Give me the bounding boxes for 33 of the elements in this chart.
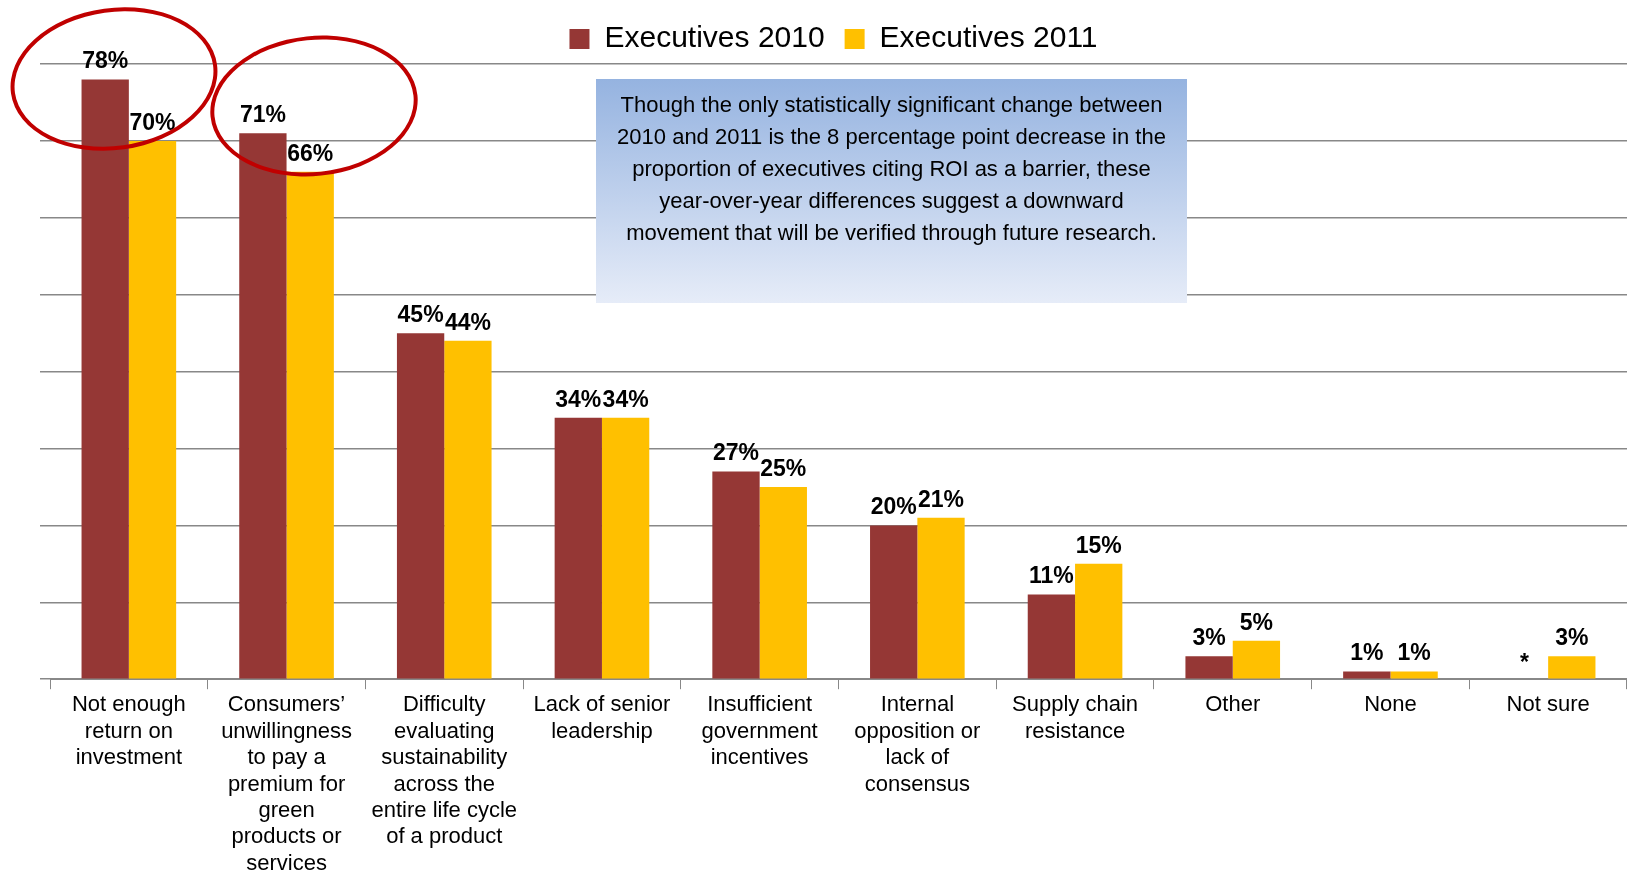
data-label: 3%: [1555, 623, 1589, 650]
data-label: 25%: [760, 454, 807, 481]
x-tick-label: Supply chain resistance: [1012, 691, 1139, 743]
data-label: 34%: [555, 385, 602, 412]
x-tick-label: Not sure: [1506, 691, 1590, 717]
legend-label: Executives 2011: [879, 20, 1098, 54]
data-label: 34%: [602, 385, 649, 412]
data-label: 15%: [1075, 531, 1122, 558]
data-label: 21%: [917, 485, 965, 512]
callout-box: Though the only statistically significant change between 2010 and 2011 is the 8 percentage point decrease in the proportion of executives citing ROI as a barrier, these year-over-year differences suggest a downward movement that will be verified through future research.: [596, 79, 1187, 303]
data-label: 66%: [287, 139, 334, 166]
data-label: 20%: [870, 493, 917, 520]
x-tick-label: None: [1364, 691, 1417, 717]
data-label: 45%: [397, 300, 444, 327]
data-label: 71%: [239, 101, 286, 128]
text: *: [1520, 649, 1529, 676]
legend-label: Executives 2010: [604, 20, 825, 54]
x-tick-label: Internal opposition or lack of consensus: [854, 691, 981, 796]
data-label: 78%: [82, 47, 129, 74]
x-tick-label: Lack of senior leadership: [533, 691, 671, 743]
x-tick-label: Difficulty evaluating sustainability across the entire life cycle of a product: [371, 691, 518, 849]
data-label: 3%: [1192, 623, 1226, 650]
data-label: 1%: [1397, 639, 1431, 666]
x-tick-label: Insufficient government incentives: [701, 691, 818, 770]
x-tick-label: Other: [1205, 691, 1261, 717]
data-label: 44%: [444, 308, 491, 335]
data-label: 1%: [1350, 639, 1384, 666]
data-label: 11%: [1029, 562, 1074, 589]
x-tick-label: Not enough return on investment: [71, 691, 186, 770]
data-label: 70%: [129, 108, 176, 135]
x-tick-label: Consumers’ unwillingness to pay a premium for green products or services: [221, 691, 352, 875]
data-label: 27%: [712, 439, 760, 466]
data-label: 5%: [1239, 608, 1274, 635]
